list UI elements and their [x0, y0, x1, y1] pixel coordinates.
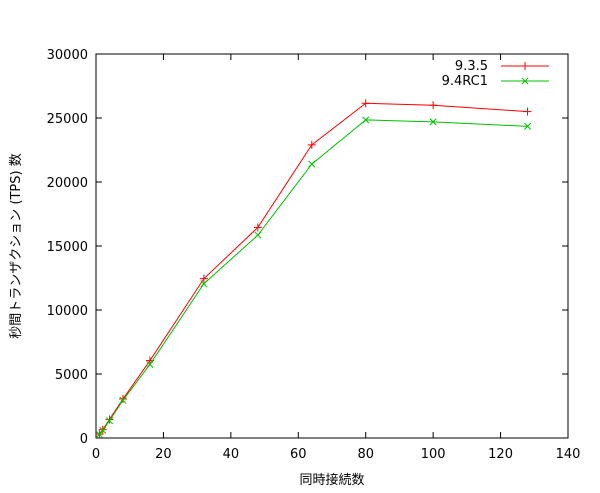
data-point — [429, 101, 438, 110]
data-point — [105, 415, 114, 424]
data-point — [254, 231, 262, 239]
y-axis-label: 秒間トランザクション (TPS) 数 — [9, 153, 24, 338]
series-1 — [95, 99, 532, 439]
data-point — [119, 396, 127, 404]
data-point — [523, 122, 532, 130]
x-tick-label: 20 — [155, 447, 172, 462]
data-point-marker-b — [119, 396, 127, 404]
data-point-marker-b — [146, 360, 154, 368]
y-tick-label: 20000 — [47, 176, 88, 191]
data-point-marker-b — [200, 280, 208, 288]
data-point-marker-b — [362, 116, 370, 124]
data-point-marker-b — [308, 160, 316, 168]
legend-label: 9.4RC1 — [442, 74, 488, 89]
data-point-marker-b — [95, 430, 103, 438]
x-tick-label: 80 — [357, 447, 374, 462]
data-point — [146, 360, 154, 368]
plot-frame — [95, 53, 569, 439]
data-point — [307, 140, 316, 149]
data-point-marker-b — [99, 426, 107, 434]
data-point — [200, 280, 208, 288]
y-tick-label: 10000 — [47, 304, 88, 319]
y-tick-label: 15000 — [47, 240, 88, 255]
legend-swatch-marker — [521, 62, 529, 70]
data-point-marker-b — [254, 231, 262, 239]
y-tick-label: 5000 — [55, 368, 88, 383]
axis-ticks: 0 20 40 60 80 100 120 140 0 5000 10000 15000 20000 25… — [47, 48, 581, 462]
x-tick-label: 120 — [488, 447, 513, 462]
data-point — [362, 116, 370, 124]
data-point — [253, 223, 262, 232]
y-tick-label: 0 — [80, 432, 88, 447]
data-point-marker-b — [429, 118, 437, 126]
legend: 9.3.59.4RC1 — [442, 59, 549, 89]
series-line — [98, 119, 528, 435]
series-2 — [95, 116, 532, 438]
x-tick-label: 60 — [290, 447, 307, 462]
x-tick-label: 0 — [92, 447, 100, 462]
data-point — [99, 426, 107, 434]
data-point — [361, 99, 370, 108]
data-point-marker-b — [523, 122, 532, 130]
data-point — [118, 394, 127, 403]
data-point-marker-b — [105, 417, 114, 425]
data-point — [105, 417, 114, 425]
legend-swatch-marker — [521, 77, 529, 85]
series-layer — [95, 99, 532, 439]
data-point — [523, 107, 532, 116]
legend-marker-b — [521, 77, 529, 85]
data-point — [95, 430, 103, 438]
data-point — [199, 274, 208, 283]
x-tick-label: 140 — [556, 447, 581, 462]
x-tick-label: 40 — [223, 447, 240, 462]
x-axis-label: 同時接続数 — [299, 472, 364, 488]
y-tick-label: 30000 — [47, 48, 88, 63]
x-tick-label: 100 — [421, 447, 446, 462]
data-point — [308, 160, 316, 168]
y-tick-label: 25000 — [47, 112, 88, 127]
data-point — [429, 118, 437, 126]
legend-label: 9.3.5 — [455, 59, 488, 74]
series-line — [98, 102, 528, 435]
